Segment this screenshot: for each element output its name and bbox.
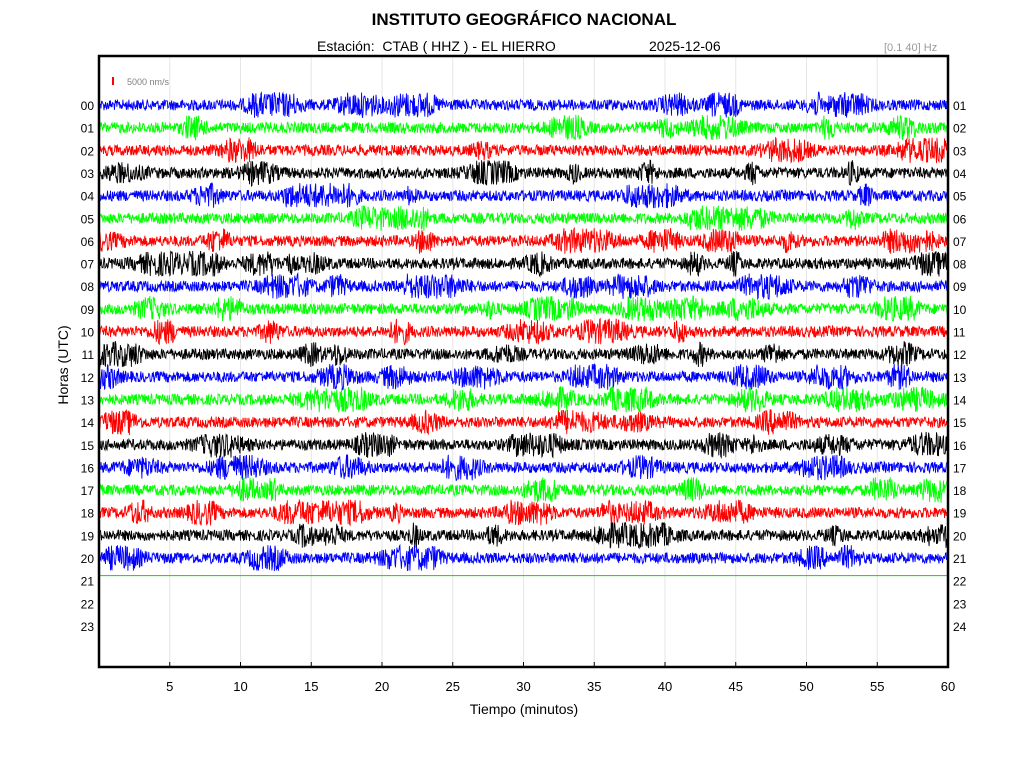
right-hour-label: 16 xyxy=(953,439,967,453)
trace-hour-19 xyxy=(99,521,948,550)
x-tick-label: 40 xyxy=(658,679,672,694)
x-tick-label: 35 xyxy=(587,679,601,694)
left-hour-label: 04 xyxy=(81,190,95,204)
scale-label: 5000 nm/s xyxy=(127,77,170,87)
x-tick-label: 10 xyxy=(233,679,247,694)
left-hour-label: 05 xyxy=(81,212,95,226)
trace-hour-02 xyxy=(99,136,948,164)
trace-hour-04 xyxy=(99,182,948,209)
x-tick-label: 25 xyxy=(446,679,460,694)
x-tick-label: 30 xyxy=(516,679,530,694)
right-hour-label: 07 xyxy=(953,235,967,249)
left-hour-label: 21 xyxy=(81,575,95,589)
right-hour-label: 20 xyxy=(953,529,967,543)
left-hour-label: 12 xyxy=(81,371,95,385)
x-tick-label: 5 xyxy=(166,679,173,694)
trace-hour-01 xyxy=(99,114,948,141)
right-hour-label: 22 xyxy=(953,575,967,589)
filter-band: [0.1 40] Hz xyxy=(884,42,938,54)
right-hour-label: 10 xyxy=(953,303,967,317)
chart-title: INSTITUTO GEOGRÁFICO NACIONAL xyxy=(371,10,677,29)
trace-hour-00 xyxy=(99,91,948,118)
left-hour-label: 18 xyxy=(81,507,95,521)
right-hour-label: 01 xyxy=(953,99,967,113)
right-hour-label: 13 xyxy=(953,371,967,385)
left-hour-label: 13 xyxy=(81,393,95,407)
left-hour-label: 14 xyxy=(81,416,95,430)
left-hour-label: 22 xyxy=(81,597,95,611)
x-tick-label: 20 xyxy=(375,679,389,694)
x-tick-label: 15 xyxy=(304,679,318,694)
right-hour-label: 04 xyxy=(953,167,967,181)
left-hour-label: 19 xyxy=(81,529,95,543)
trace-hour-09 xyxy=(99,295,948,322)
left-hour-label: 15 xyxy=(81,439,95,453)
trace-hour-11 xyxy=(99,341,948,368)
station-name: CTAB ( HHZ ) - EL HIERRO xyxy=(382,38,556,54)
right-hour-label: 15 xyxy=(953,416,967,430)
left-hour-label: 02 xyxy=(81,144,95,158)
left-hour-label: 07 xyxy=(81,258,95,272)
chart-date: 2025-12-06 xyxy=(649,38,721,54)
right-hour-labels: 01 02 03 04 05 06 07 08 09 10 11 12 13 14 15 16 17 18 19 20… xyxy=(953,99,967,634)
right-hour-label: 06 xyxy=(953,212,967,226)
x-tick-label: 45 xyxy=(729,679,743,694)
y-axis-label: Horas (UTC) xyxy=(55,325,71,404)
right-hour-label: 09 xyxy=(953,280,967,294)
trace-hour-18 xyxy=(99,498,948,527)
left-hour-label: 03 xyxy=(81,167,95,181)
left-hour-label: 00 xyxy=(81,99,95,113)
trace-hour-03 xyxy=(99,159,948,187)
left-hour-label: 01 xyxy=(81,122,95,136)
left-hour-label: 23 xyxy=(81,620,95,634)
right-hour-label: 14 xyxy=(953,393,967,407)
left-hour-label: 11 xyxy=(82,348,95,362)
left-hour-label: 17 xyxy=(81,484,95,498)
scale-marker xyxy=(112,77,114,85)
right-hour-label: 19 xyxy=(953,507,967,521)
right-hour-label: 08 xyxy=(953,258,967,272)
trace-hour-17 xyxy=(99,477,948,503)
trace-hour-15 xyxy=(99,431,948,460)
right-hour-label: 23 xyxy=(953,597,967,611)
left-hour-label: 06 xyxy=(81,235,95,249)
x-tick-label: 55 xyxy=(870,679,884,694)
trace-hour-07 xyxy=(99,250,948,278)
right-hour-label: 12 xyxy=(953,348,967,362)
trace-hour-13 xyxy=(99,385,948,414)
left-hour-label: 09 xyxy=(81,303,95,317)
station-info: Estación: CTAB ( HHZ ) - EL HIERRO xyxy=(317,38,556,54)
trace-hour-14 xyxy=(99,409,948,436)
trace-hour-05 xyxy=(99,205,948,231)
left-hour-label: 20 xyxy=(81,552,95,566)
trace-hour-20 xyxy=(99,543,948,572)
left-hour-label: 10 xyxy=(81,326,95,340)
left-hour-label: 16 xyxy=(81,461,95,475)
seismic-traces xyxy=(99,91,948,572)
trace-hour-06 xyxy=(99,226,948,255)
trace-hour-12 xyxy=(99,363,948,391)
right-hour-label: 24 xyxy=(953,620,967,634)
right-hour-label: 05 xyxy=(953,190,967,204)
right-hour-label: 18 xyxy=(953,484,967,498)
trace-hour-08 xyxy=(99,271,948,301)
x-tick-label: 60 xyxy=(941,679,955,694)
right-hour-label: 21 xyxy=(953,552,967,566)
x-tick-label: 50 xyxy=(799,679,813,694)
x-tick-labels: 5 10 15 20 25 30 35 40 45 50 55 60 xyxy=(166,662,955,694)
scale-bar: 5000 nm/s xyxy=(112,77,170,87)
right-hour-label: 11 xyxy=(953,326,966,340)
left-hour-labels: 00 01 02 03 04 05 06 07 08 09 10 11 12 13 14 15 16 17 18 19… xyxy=(81,99,95,634)
grid-lines xyxy=(169,56,878,667)
left-hour-label: 08 xyxy=(81,280,95,294)
station-label: Estación: xyxy=(317,38,375,54)
right-hour-label: 17 xyxy=(953,461,967,475)
trace-hour-10 xyxy=(99,317,948,346)
x-axis-label: Tiempo (minutos) xyxy=(470,701,578,717)
right-hour-label: 03 xyxy=(953,144,967,158)
right-hour-label: 02 xyxy=(953,122,967,136)
trace-hour-16 xyxy=(99,454,948,482)
